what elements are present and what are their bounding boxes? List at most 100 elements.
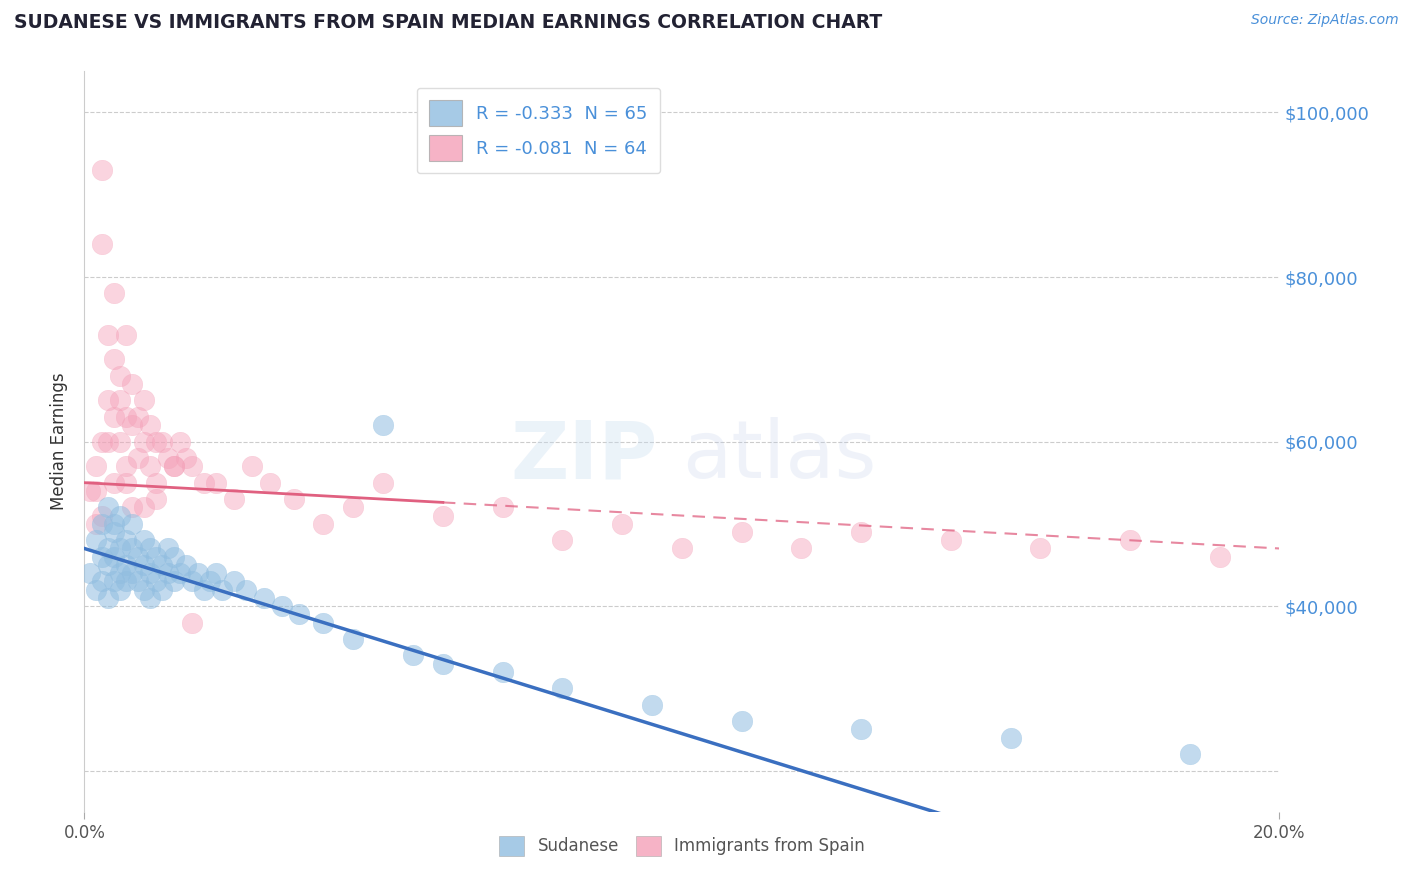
Point [1000, 731, 1022, 745]
Text: Source: ZipAtlas.com: Source: ZipAtlas.com [1251, 13, 1399, 28]
Text: ZIP: ZIP [510, 417, 658, 495]
Point [139, 459, 162, 474]
Point [110, 508, 132, 523]
Point [163, 459, 186, 474]
Point [115, 558, 138, 572]
Point [222, 574, 245, 589]
Text: SUDANESE VS IMMIGRANTS FROM SPAIN MEDIAN EARNINGS CORRELATION CHART: SUDANESE VS IMMIGRANTS FROM SPAIN MEDIAN… [14, 13, 883, 32]
Point [103, 524, 125, 539]
Point [139, 591, 162, 605]
Point [432, 508, 454, 523]
Point [139, 566, 162, 581]
Point [174, 558, 197, 572]
Point [121, 418, 143, 433]
Point [259, 475, 281, 490]
Point [283, 492, 305, 507]
Point [851, 723, 873, 737]
Point [79, 566, 101, 581]
Point [103, 409, 125, 424]
Point [270, 599, 292, 613]
Point [115, 574, 138, 589]
Point [132, 533, 156, 548]
Point [127, 409, 149, 424]
Point [492, 665, 515, 679]
Text: atlas: atlas [682, 417, 876, 495]
Point [342, 632, 364, 646]
Point [163, 459, 186, 474]
Point [145, 574, 167, 589]
Point [205, 475, 228, 490]
Point [86, 483, 108, 498]
Point [373, 475, 395, 490]
Point [139, 418, 162, 433]
Point [103, 352, 125, 367]
Point [91, 434, 114, 449]
Point [121, 500, 143, 515]
Point [97, 541, 120, 556]
Point [121, 566, 143, 581]
Point [103, 286, 125, 301]
Point [211, 582, 233, 597]
Point [492, 500, 515, 515]
Point [1178, 747, 1201, 761]
Y-axis label: Median Earnings: Median Earnings [51, 373, 69, 510]
Point [342, 500, 364, 515]
Point [110, 393, 132, 408]
Point [150, 434, 173, 449]
Point [641, 698, 664, 712]
Point [551, 681, 574, 696]
Point [110, 566, 132, 581]
Point [115, 533, 138, 548]
Point [86, 516, 108, 531]
Point [145, 492, 167, 507]
Point [150, 558, 173, 572]
Point [103, 574, 125, 589]
Point [150, 582, 173, 597]
Point [312, 516, 335, 531]
Point [157, 541, 180, 556]
Point [174, 450, 197, 465]
Point [193, 475, 215, 490]
Point [86, 459, 108, 474]
Point [91, 574, 114, 589]
Point [97, 327, 120, 342]
Point [115, 409, 138, 424]
Point [132, 582, 156, 597]
Point [103, 475, 125, 490]
Point [235, 582, 257, 597]
Point [121, 516, 143, 531]
Point [253, 591, 276, 605]
Point [790, 541, 813, 556]
Point [163, 574, 186, 589]
Point [115, 327, 138, 342]
Point [127, 574, 149, 589]
Point [115, 475, 138, 490]
Point [121, 541, 143, 556]
Point [288, 607, 311, 622]
Point [110, 368, 132, 383]
Point [132, 500, 156, 515]
Point [86, 533, 108, 548]
Point [193, 582, 215, 597]
Point [127, 549, 149, 564]
Point [91, 163, 114, 178]
Point [187, 566, 209, 581]
Point [145, 549, 167, 564]
Point [132, 393, 156, 408]
Point [731, 714, 754, 729]
Point [132, 558, 156, 572]
Point [97, 558, 120, 572]
Point [139, 541, 162, 556]
Point [97, 500, 120, 515]
Point [939, 533, 962, 548]
Point [79, 483, 101, 498]
Point [115, 459, 138, 474]
Point [181, 574, 204, 589]
Point [157, 566, 180, 581]
Point [163, 549, 186, 564]
Point [157, 450, 180, 465]
Point [373, 418, 395, 433]
Point [86, 582, 108, 597]
Point [1209, 549, 1232, 564]
Point [91, 549, 114, 564]
